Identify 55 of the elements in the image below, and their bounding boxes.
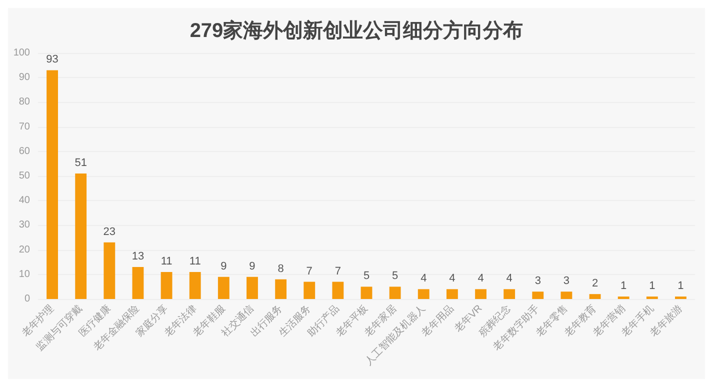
bar — [104, 242, 116, 299]
y-tick-label: 0 — [24, 294, 30, 304]
bar — [189, 272, 201, 299]
bar — [389, 286, 401, 299]
bar — [160, 272, 172, 299]
data-label: 1 — [649, 280, 656, 292]
data-label: 11 — [189, 255, 201, 268]
bar — [75, 174, 87, 299]
chart-title: 279家海外创新创业公司细分方向分布 — [190, 19, 524, 42]
y-tick-label: 70 — [18, 121, 30, 132]
bar — [218, 276, 230, 299]
bar — [246, 276, 258, 299]
bar — [332, 282, 344, 299]
data-label: 11 — [160, 255, 172, 268]
data-label: 1 — [678, 280, 684, 292]
bar — [132, 267, 144, 299]
data-label: 13 — [132, 250, 144, 263]
bar — [446, 289, 458, 299]
data-label: 1 — [620, 280, 627, 292]
data-label: 5 — [363, 270, 370, 282]
data-label: 4 — [506, 272, 512, 285]
y-tick-label: 30 — [18, 220, 30, 231]
data-label: 7 — [306, 265, 312, 278]
data-label: 4 — [478, 272, 484, 285]
data-label: 9 — [220, 260, 227, 272]
bar — [360, 286, 372, 299]
y-tick-label: 90 — [18, 72, 30, 84]
data-label: 5 — [392, 270, 398, 282]
data-label: 8 — [278, 262, 284, 275]
bar — [46, 70, 58, 299]
bar — [504, 289, 516, 299]
data-label: 7 — [334, 265, 341, 278]
y-tick-label: 50 — [18, 170, 30, 182]
data-label: 9 — [249, 260, 256, 272]
data-label: 4 — [420, 272, 427, 285]
data-label: 2 — [592, 278, 598, 290]
data-label: 23 — [103, 226, 116, 238]
bar — [475, 289, 486, 299]
y-tick-label: 100 — [13, 48, 30, 58]
data-label: 3 — [534, 275, 541, 288]
data-label: 51 — [74, 157, 87, 170]
y-tick-label: 40 — [18, 195, 30, 206]
bar — [304, 282, 316, 299]
y-tick-label: 60 — [18, 146, 30, 157]
bar — [418, 289, 430, 299]
bar — [275, 279, 287, 299]
bar — [532, 292, 544, 299]
y-tick-label: 20 — [18, 244, 30, 256]
y-tick-label: 80 — [18, 96, 30, 108]
bar — [589, 294, 601, 299]
data-label: 4 — [449, 272, 456, 285]
data-label: 3 — [563, 275, 570, 288]
data-label: 93 — [46, 54, 58, 66]
y-tick-label: 10 — [18, 268, 30, 280]
bar — [560, 292, 572, 299]
